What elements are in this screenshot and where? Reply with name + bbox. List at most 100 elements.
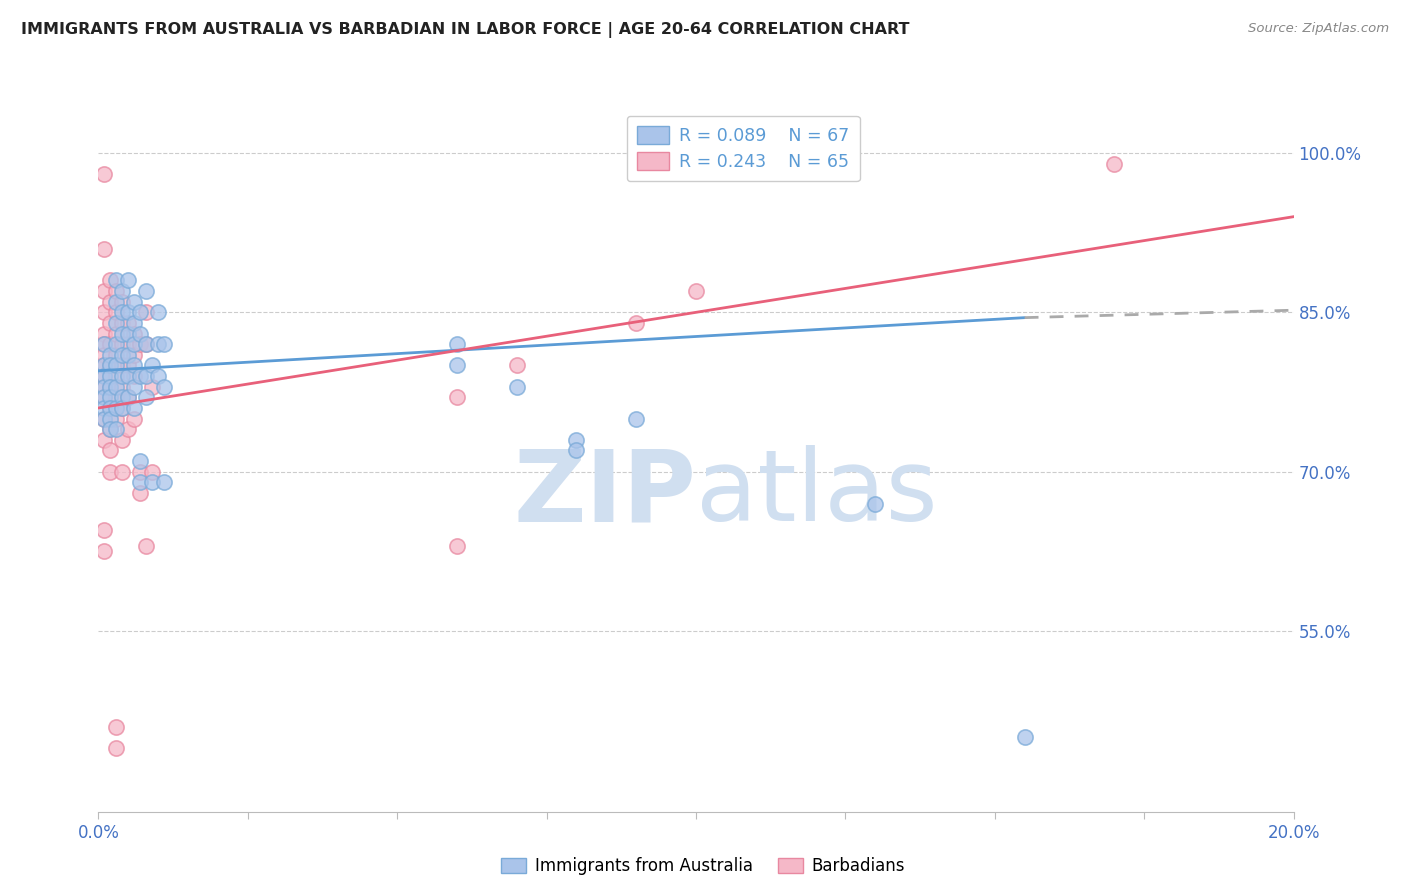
Point bbox=[111, 401, 134, 415]
Point bbox=[105, 294, 128, 309]
Point bbox=[105, 305, 128, 319]
Point bbox=[506, 359, 529, 373]
Point bbox=[98, 337, 122, 351]
Point bbox=[98, 294, 122, 309]
Point bbox=[93, 326, 115, 341]
Point bbox=[111, 369, 134, 384]
Point bbox=[105, 284, 128, 298]
Point bbox=[626, 316, 648, 330]
Legend: Immigrants from Australia, Barbadians: Immigrants from Australia, Barbadians bbox=[494, 849, 912, 884]
Point bbox=[129, 305, 152, 319]
Point bbox=[93, 348, 115, 362]
Point bbox=[98, 359, 122, 373]
Point bbox=[105, 348, 128, 362]
Point bbox=[93, 242, 115, 256]
Point bbox=[105, 422, 128, 436]
Point bbox=[117, 337, 139, 351]
Point bbox=[135, 539, 157, 553]
Point bbox=[1014, 731, 1036, 745]
Point bbox=[129, 326, 152, 341]
Point bbox=[93, 523, 115, 537]
Point bbox=[865, 497, 887, 511]
Point bbox=[135, 337, 157, 351]
Point bbox=[111, 316, 134, 330]
Point bbox=[105, 390, 128, 404]
Point bbox=[129, 465, 152, 479]
Text: IMMIGRANTS FROM AUSTRALIA VS BARBADIAN IN LABOR FORCE | AGE 20-64 CORRELATION CH: IMMIGRANTS FROM AUSTRALIA VS BARBADIAN I… bbox=[21, 22, 910, 38]
Point bbox=[129, 369, 152, 384]
Point bbox=[93, 401, 115, 415]
Point bbox=[124, 380, 146, 394]
Point bbox=[135, 337, 157, 351]
Point bbox=[93, 359, 115, 373]
Point bbox=[111, 359, 134, 373]
Point bbox=[105, 720, 128, 734]
Point bbox=[105, 359, 128, 373]
Point bbox=[153, 475, 176, 490]
Point bbox=[565, 433, 588, 447]
Point bbox=[105, 380, 128, 394]
Point bbox=[98, 348, 122, 362]
Point bbox=[105, 369, 128, 384]
Point bbox=[124, 411, 146, 425]
Point bbox=[93, 390, 115, 404]
Point bbox=[129, 337, 152, 351]
Point bbox=[105, 326, 128, 341]
Point bbox=[124, 337, 146, 351]
Point bbox=[93, 380, 115, 394]
Point bbox=[111, 326, 134, 341]
Point bbox=[93, 433, 115, 447]
Point bbox=[93, 390, 115, 404]
Point bbox=[111, 284, 134, 298]
Point bbox=[117, 316, 139, 330]
Point bbox=[124, 294, 146, 309]
Point bbox=[141, 465, 163, 479]
Point bbox=[98, 390, 122, 404]
Point bbox=[111, 337, 134, 351]
Point bbox=[93, 337, 115, 351]
Point bbox=[148, 369, 170, 384]
Point bbox=[626, 411, 648, 425]
Point bbox=[141, 380, 163, 394]
Point bbox=[111, 465, 134, 479]
Point bbox=[98, 401, 122, 415]
Point bbox=[446, 359, 468, 373]
Point bbox=[565, 443, 588, 458]
Point bbox=[98, 443, 122, 458]
Point bbox=[135, 390, 157, 404]
Point bbox=[111, 390, 134, 404]
Point bbox=[98, 465, 122, 479]
Point bbox=[93, 369, 115, 384]
Point bbox=[105, 741, 128, 756]
Point bbox=[124, 359, 146, 373]
Point bbox=[93, 369, 115, 384]
Point bbox=[129, 486, 152, 500]
Point bbox=[93, 284, 115, 298]
Point bbox=[105, 411, 128, 425]
Point bbox=[111, 433, 134, 447]
Point bbox=[117, 348, 139, 362]
Point bbox=[129, 475, 152, 490]
Point bbox=[93, 167, 115, 181]
Point bbox=[117, 326, 139, 341]
Point bbox=[117, 273, 139, 287]
Point bbox=[111, 380, 134, 394]
Point bbox=[93, 544, 115, 558]
Point bbox=[117, 390, 139, 404]
Point bbox=[98, 380, 122, 394]
Point bbox=[117, 390, 139, 404]
Point bbox=[105, 273, 128, 287]
Text: ZIP: ZIP bbox=[513, 445, 696, 542]
Point bbox=[111, 305, 134, 319]
Point bbox=[98, 422, 122, 436]
Legend: R = 0.089    N = 67, R = 0.243    N = 65: R = 0.089 N = 67, R = 0.243 N = 65 bbox=[627, 116, 859, 181]
Point bbox=[141, 359, 163, 373]
Point bbox=[117, 422, 139, 436]
Point bbox=[111, 294, 134, 309]
Point bbox=[506, 380, 529, 394]
Point bbox=[124, 348, 146, 362]
Point bbox=[148, 305, 170, 319]
Point bbox=[153, 380, 176, 394]
Point bbox=[141, 475, 163, 490]
Point bbox=[93, 411, 115, 425]
